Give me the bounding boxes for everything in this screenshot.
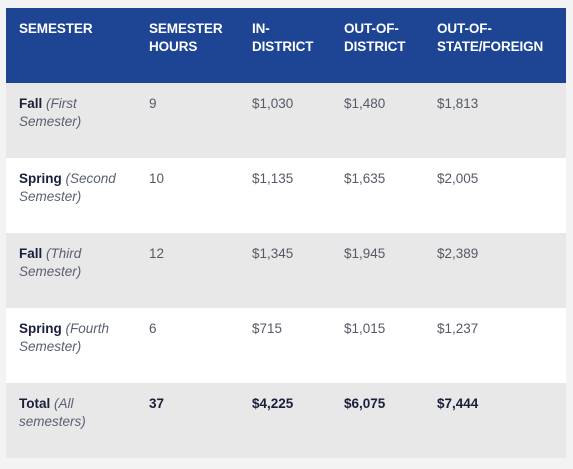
semester-note: (Second Semester) xyxy=(19,171,116,204)
out-of-district-cell: $1,015 xyxy=(344,321,386,336)
in-district-cell: $1,345 xyxy=(252,246,294,261)
total-label: Total xyxy=(19,396,51,411)
hours-cell: 6 xyxy=(149,321,157,336)
out-of-district-cell: $1,945 xyxy=(344,246,386,261)
total-semester-cell: Total (All semesters) xyxy=(6,383,136,458)
semester-name: Spring xyxy=(19,321,62,336)
table-row: Fall (Third Semester) 12 $1,345 $1,945 $… xyxy=(6,233,566,308)
header-in-district: IN-DISTRICT xyxy=(252,21,314,54)
total-note: (All semesters) xyxy=(19,396,86,429)
semester-name: Spring xyxy=(19,171,62,186)
out-of-state-cell: $2,005 xyxy=(437,171,479,186)
semester-name: Fall xyxy=(19,96,43,111)
semester-note: (Third Semester) xyxy=(19,246,82,279)
out-of-state-cell: $2,389 xyxy=(437,246,479,261)
tuition-table: SEMESTER SEMESTER HOURS IN-DISTRICT OUT-… xyxy=(6,8,566,458)
tuition-table-container: SEMESTER SEMESTER HOURS IN-DISTRICT OUT-… xyxy=(6,8,566,458)
semester-cell: Fall (First Semester) xyxy=(6,83,136,158)
hours-cell: 10 xyxy=(149,171,165,186)
out-of-state-cell: $1,237 xyxy=(437,321,479,336)
out-of-district-cell: $1,635 xyxy=(344,171,386,186)
out-of-district-cell: $1,480 xyxy=(344,96,386,111)
hours-cell: 12 xyxy=(149,246,165,261)
in-district-cell: $1,030 xyxy=(252,96,294,111)
total-row: Total (All semesters) 37 $4,225 $6,075 $… xyxy=(6,383,566,458)
header-out-of-state: OUT-OF-STATE/FOREIGN xyxy=(437,21,544,54)
semester-cell: Spring (Fourth Semester) xyxy=(6,308,136,383)
table-header-row: SEMESTER SEMESTER HOURS IN-DISTRICT OUT-… xyxy=(6,8,566,83)
semester-cell: Fall (Third Semester) xyxy=(6,233,136,308)
semester-note: (Fourth Semester) xyxy=(19,321,110,354)
total-hours-cell: 37 xyxy=(149,396,165,411)
out-of-state-cell: $1,813 xyxy=(437,96,479,111)
table-row: Spring (Second Semester) 10 $1,135 $1,63… xyxy=(6,158,566,233)
header-out-of-district: OUT-OF-DISTRICT xyxy=(344,21,406,54)
total-out-of-district-cell: $6,075 xyxy=(344,396,386,411)
total-in-district-cell: $4,225 xyxy=(252,396,294,411)
header-semester-hours: SEMESTER HOURS xyxy=(149,21,223,54)
in-district-cell: $715 xyxy=(252,321,283,336)
table-row: Spring (Fourth Semester) 6 $715 $1,015 $… xyxy=(6,308,566,383)
total-out-of-state-cell: $7,444 xyxy=(437,396,479,411)
semester-cell: Spring (Second Semester) xyxy=(6,158,136,233)
semester-note: (First Semester) xyxy=(19,96,82,129)
header-semester: SEMESTER xyxy=(19,21,93,36)
hours-cell: 9 xyxy=(149,96,157,111)
in-district-cell: $1,135 xyxy=(252,171,294,186)
table-row: Fall (First Semester) 9 $1,030 $1,480 $1… xyxy=(6,83,566,158)
semester-name: Fall xyxy=(19,246,43,261)
